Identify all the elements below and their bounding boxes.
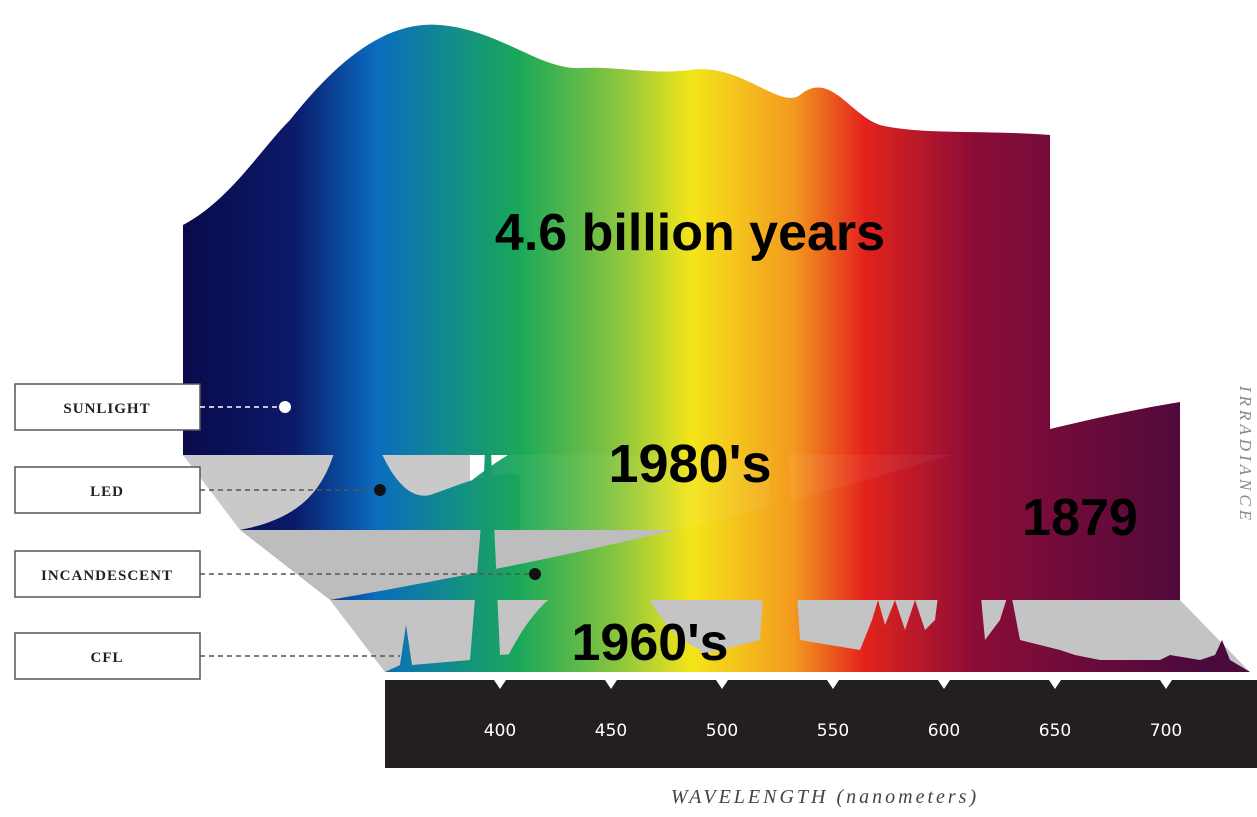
- tick-mark: [494, 680, 506, 689]
- source-box: [14, 383, 201, 431]
- tick-label: 550: [817, 721, 849, 741]
- annotation: 4.6 billion years: [495, 204, 885, 262]
- tick-mark: [938, 680, 950, 689]
- led-spectrum: [240, 413, 520, 530]
- tick-mark: [605, 680, 617, 689]
- annotation: 1980's: [608, 434, 771, 494]
- source-box: [14, 632, 201, 680]
- sunlight-spectrum: [183, 24, 1050, 455]
- axis-bar: [385, 680, 1257, 768]
- fluorescent-spectrum: [500, 553, 720, 672]
- tick-label: 400: [484, 721, 516, 741]
- x-axis-label: WAVELENGTH (nanometers): [671, 786, 979, 808]
- annotation: 1879: [1022, 489, 1138, 547]
- source-label: SUNLIGHT: [63, 401, 150, 417]
- tick-mark: [1160, 680, 1172, 689]
- annotation: 1960's: [572, 614, 729, 672]
- source-box: [14, 466, 201, 514]
- tick-mark: [827, 680, 839, 689]
- tick-label: 600: [928, 721, 960, 741]
- tick-label: 500: [706, 721, 738, 741]
- tick-label: 700: [1150, 721, 1182, 741]
- leader-dot: [529, 568, 541, 580]
- source-label: LED: [90, 484, 124, 500]
- tick-label: 450: [595, 721, 627, 741]
- source-label: INCANDESCENT: [41, 568, 173, 584]
- y-axis-label: IRRADIANCE: [1236, 385, 1255, 524]
- tick-mark: [716, 680, 728, 689]
- tick-mark: [1049, 680, 1061, 689]
- source-label: CFL: [91, 650, 124, 666]
- leader-dot: [374, 484, 386, 496]
- tick-label: 650: [1039, 721, 1071, 741]
- leader-dot: [279, 401, 291, 413]
